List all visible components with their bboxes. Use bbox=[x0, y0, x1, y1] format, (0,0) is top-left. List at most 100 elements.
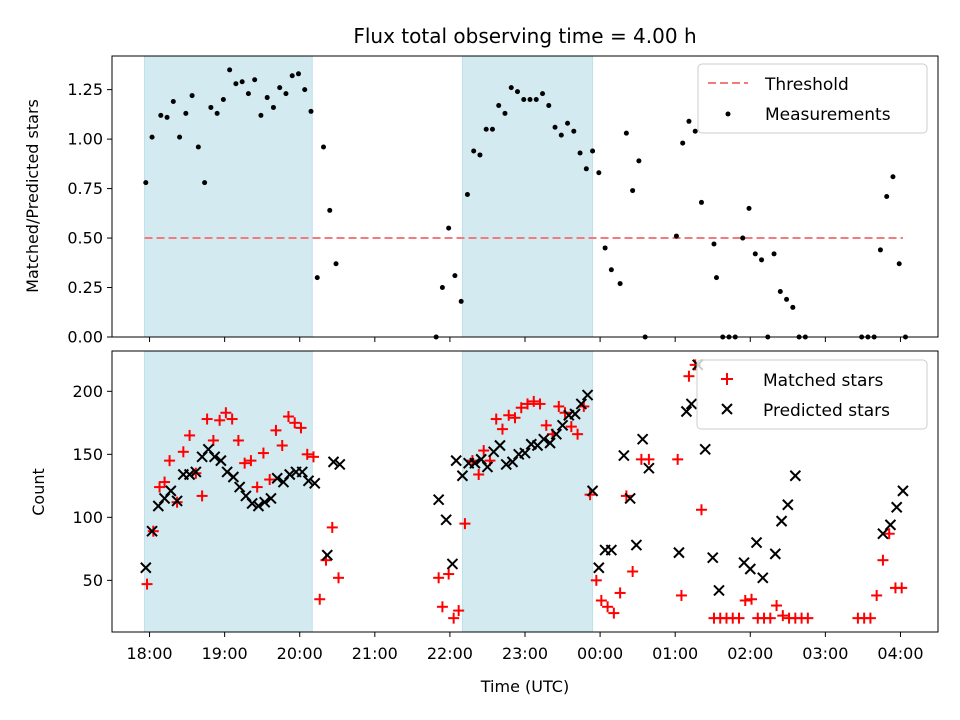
matched-star-point bbox=[802, 612, 814, 624]
matched-star-point bbox=[264, 474, 276, 486]
matched-star-point bbox=[326, 521, 338, 533]
measurement-point bbox=[590, 148, 596, 154]
cross-stroke bbox=[707, 551, 719, 564]
measurement-point bbox=[784, 296, 790, 302]
matched-star-point bbox=[478, 445, 490, 457]
measurement-point bbox=[458, 298, 464, 304]
measurement-point bbox=[713, 275, 719, 281]
measurement-point bbox=[540, 91, 546, 97]
measurement-point bbox=[596, 170, 602, 176]
cross-stroke bbox=[738, 556, 750, 569]
measurement-point bbox=[227, 67, 233, 73]
predicted-star-point bbox=[556, 419, 569, 432]
top-y-tick-label: 0.25 bbox=[67, 278, 103, 297]
cross-stroke bbox=[575, 398, 588, 410]
cross-stroke bbox=[680, 405, 693, 418]
predicted-star-point bbox=[769, 548, 782, 560]
measurement-point bbox=[636, 158, 642, 164]
matched-star-point bbox=[871, 589, 883, 601]
predicted-star-point bbox=[673, 546, 685, 559]
matched-star-point bbox=[733, 612, 745, 624]
measurement-point bbox=[896, 261, 902, 267]
cross-stroke bbox=[636, 433, 649, 445]
predicted-star-point bbox=[446, 558, 459, 570]
predicted-star-point bbox=[296, 466, 308, 478]
matched-star-point bbox=[448, 612, 460, 624]
measurement-point bbox=[623, 130, 629, 136]
measurement-point bbox=[333, 261, 339, 267]
top-shaded-interval bbox=[144, 55, 313, 338]
top-y-tick-label: 0.50 bbox=[67, 229, 103, 248]
matched-star-point bbox=[672, 453, 684, 465]
measurement-point bbox=[496, 102, 502, 108]
matched-star-point bbox=[496, 423, 508, 435]
x-tick-label: 01:00 bbox=[652, 644, 698, 663]
measurement-point bbox=[214, 110, 220, 116]
measurement-point bbox=[533, 97, 539, 103]
bottom-y-tick-label: 150 bbox=[72, 445, 103, 464]
predicted-star-point bbox=[146, 525, 158, 537]
legend-measurements-swatch bbox=[725, 111, 731, 117]
cross-stroke bbox=[500, 458, 512, 471]
cross-stroke bbox=[789, 470, 802, 482]
predicted-star-point bbox=[569, 408, 581, 420]
cross-stroke bbox=[309, 477, 321, 490]
predicted-star-point bbox=[309, 477, 321, 490]
matched-star-point bbox=[436, 601, 448, 613]
measurement-point bbox=[289, 73, 295, 79]
top-panel: 0.00 0.25 0.50 0.75 1.00 1.25 Threshold Measure… bbox=[67, 55, 939, 347]
cross-stroke bbox=[775, 515, 788, 527]
cross-stroke bbox=[334, 458, 346, 471]
predicted-star-point bbox=[284, 468, 296, 481]
predicted-star-point bbox=[581, 389, 594, 401]
matched-star-point bbox=[864, 612, 876, 624]
measurement-point bbox=[565, 120, 571, 126]
measurement-point bbox=[771, 251, 777, 257]
measurement-point bbox=[583, 166, 589, 172]
cross-stroke bbox=[624, 492, 636, 505]
top-y-tick-label: 0.00 bbox=[67, 328, 103, 347]
matched-star-point bbox=[433, 572, 445, 584]
measurement-point bbox=[692, 128, 698, 134]
cross-stroke bbox=[519, 447, 531, 459]
matched-star-point bbox=[184, 429, 196, 441]
cross-stroke bbox=[586, 485, 599, 497]
predicted-star-point bbox=[538, 433, 550, 445]
measurement-point bbox=[577, 150, 583, 156]
matched-star-point bbox=[643, 453, 655, 465]
matched-star-point bbox=[528, 395, 540, 407]
cross-stroke bbox=[890, 501, 903, 513]
x-tick-label: 02:00 bbox=[727, 644, 773, 663]
predicted-star-point bbox=[575, 398, 588, 410]
measurement-point bbox=[220, 97, 226, 103]
matched-star-point bbox=[141, 578, 153, 590]
cross-stroke bbox=[605, 544, 618, 556]
measurement-point bbox=[177, 134, 183, 140]
x-tick-label: 23:00 bbox=[502, 644, 548, 663]
cross-stroke bbox=[208, 451, 221, 463]
matched-star-point bbox=[877, 554, 889, 566]
measurement-point bbox=[630, 188, 636, 194]
measurement-point bbox=[264, 95, 270, 101]
cross-stroke bbox=[450, 454, 462, 467]
measurement-point bbox=[195, 144, 201, 150]
measurement-point bbox=[483, 126, 489, 132]
matched-star-point bbox=[214, 414, 226, 426]
measurement-point bbox=[446, 225, 452, 231]
matched-star-point bbox=[239, 457, 251, 469]
matched-star-point bbox=[627, 566, 639, 578]
cross-stroke bbox=[183, 468, 196, 481]
predicted-star-point bbox=[550, 428, 562, 440]
cross-stroke bbox=[494, 439, 506, 452]
measurement-point bbox=[245, 91, 251, 97]
measurement-point bbox=[759, 257, 765, 263]
predicted-star-point bbox=[680, 405, 693, 418]
matched-star-point bbox=[333, 572, 345, 584]
matched-star-point bbox=[295, 422, 307, 434]
predicted-star-point bbox=[456, 470, 469, 482]
measurement-point bbox=[314, 275, 320, 281]
matched-star-point bbox=[553, 400, 565, 412]
measurement-point bbox=[521, 97, 527, 103]
measurement-point bbox=[552, 124, 558, 130]
predicted-star-point bbox=[699, 443, 711, 455]
